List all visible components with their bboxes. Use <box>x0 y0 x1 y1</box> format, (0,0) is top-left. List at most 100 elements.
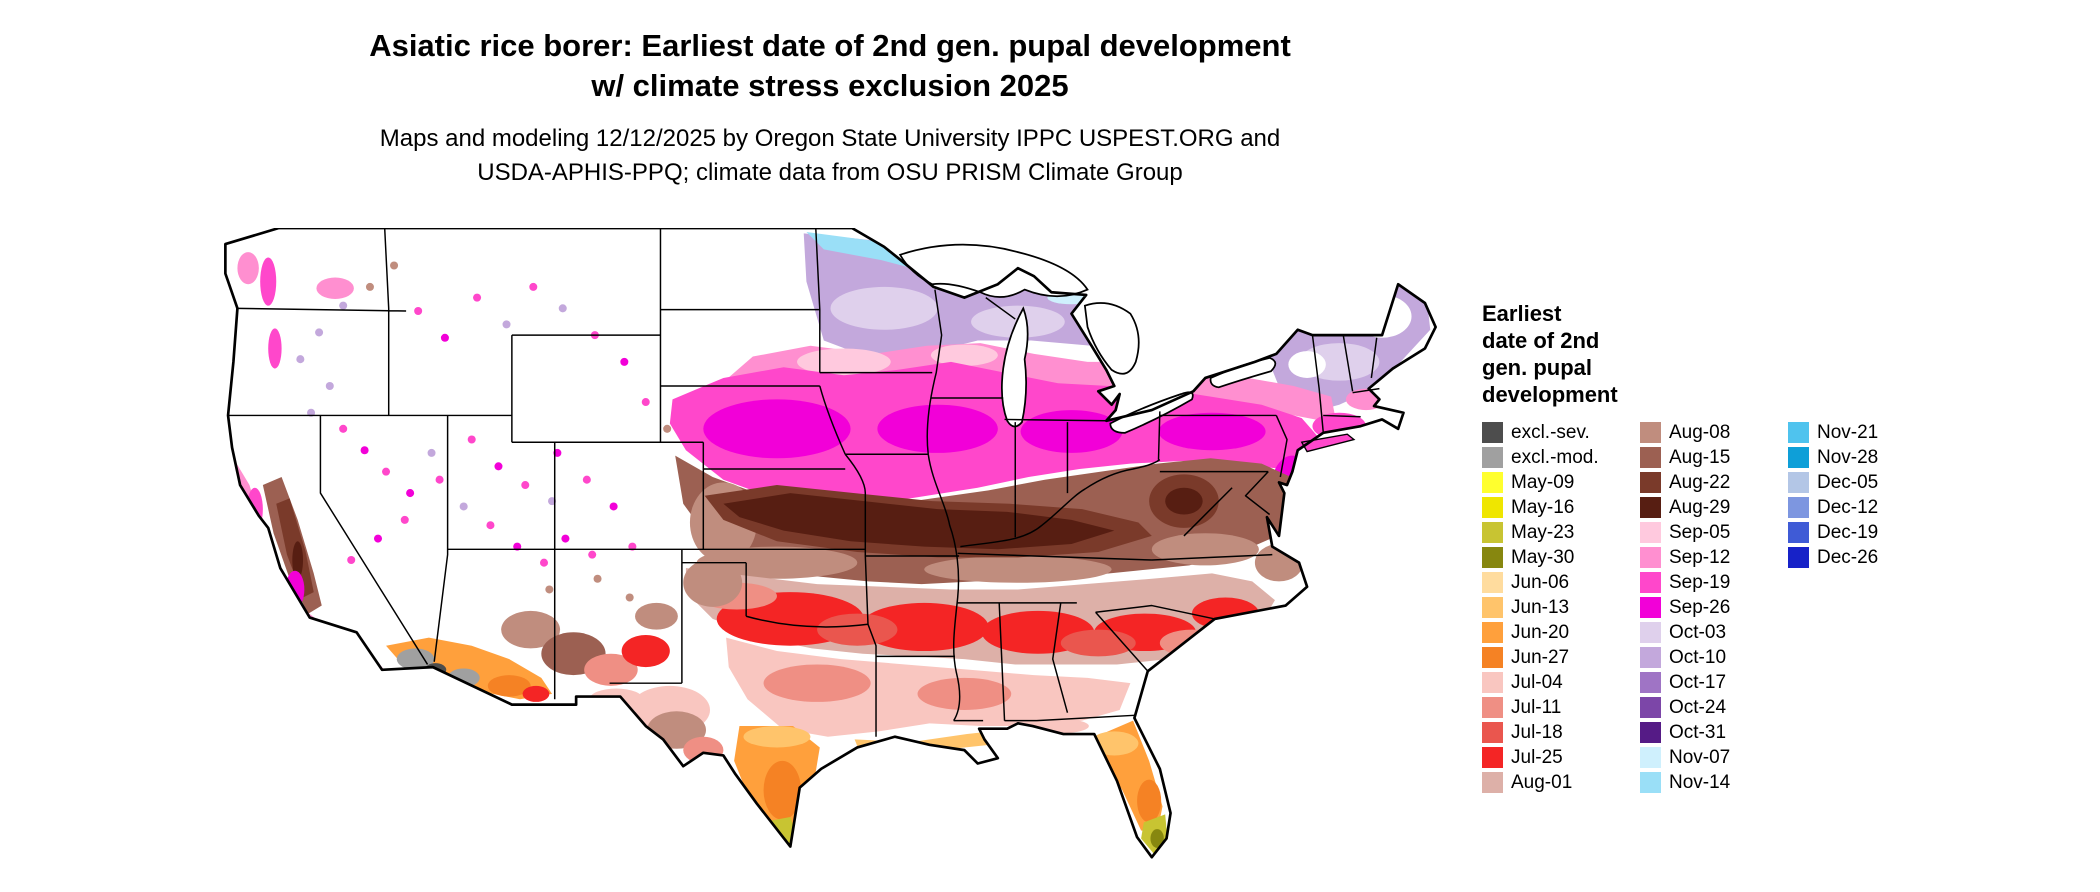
legend-swatch <box>1640 522 1661 543</box>
legend-swatch <box>1640 572 1661 593</box>
legend-entry: May-23 <box>1482 522 1640 543</box>
legend-label: May-23 <box>1511 522 1575 543</box>
legend-swatch <box>1640 672 1661 693</box>
legend-entry: Sep-05 <box>1640 522 1788 543</box>
legend-label: Sep-19 <box>1669 572 1731 593</box>
legend-label: May-30 <box>1511 547 1575 568</box>
legend-swatch <box>1482 472 1503 493</box>
legend-swatch <box>1482 522 1503 543</box>
legend-entry: Dec-05 <box>1788 472 1918 493</box>
legend-title-line: Earliest <box>1482 301 1562 326</box>
legend-label: Dec-12 <box>1817 497 1879 518</box>
legend-entry: Nov-07 <box>1640 747 1788 768</box>
map-legend: Earliest date of 2nd gen. pupal developm… <box>1482 300 2042 797</box>
legend-swatch <box>1788 422 1809 443</box>
speckle-brown <box>365 261 672 602</box>
legend-entry: Jun-27 <box>1482 647 1640 668</box>
legend-swatch <box>1482 597 1503 618</box>
legend-entry: Aug-08 <box>1640 422 1788 443</box>
legend-entry: May-16 <box>1482 497 1640 518</box>
legend-entry: Aug-01 <box>1482 772 1640 793</box>
legend-entry: Aug-29 <box>1640 497 1788 518</box>
legend-entry: Oct-10 <box>1640 647 1788 668</box>
legend-swatch <box>1640 547 1661 568</box>
map-title-line2: w/ climate stress exclusion 2025 <box>591 68 1069 103</box>
legend-swatch <box>1640 497 1661 518</box>
legend-entry: Jul-25 <box>1482 747 1640 768</box>
legend-label: Dec-05 <box>1817 472 1879 493</box>
legend-entry: excl.-sev. <box>1482 422 1640 443</box>
legend-columns: excl.-sev. excl.-mod. May-09 May-16 May-23 Ma… <box>1482 422 2042 797</box>
legend-swatch <box>1640 772 1661 793</box>
speckle-deep-magenta <box>360 333 629 551</box>
legend-swatch <box>1640 422 1661 443</box>
legend-swatch <box>1788 447 1809 468</box>
legend-label: excl.-mod. <box>1511 447 1599 468</box>
legend-entry: Nov-21 <box>1788 422 1918 443</box>
legend-entry: May-09 <box>1482 472 1640 493</box>
legend-swatch <box>1482 747 1503 768</box>
legend-label: Jun-27 <box>1511 647 1570 668</box>
legend-label: Sep-05 <box>1669 522 1731 543</box>
legend-swatch <box>1640 697 1661 718</box>
legend-entry: Jul-04 <box>1482 672 1640 693</box>
lake-huron <box>1083 302 1140 375</box>
legend-entry: Jun-06 <box>1482 572 1640 593</box>
legend-label: Nov-14 <box>1669 772 1731 793</box>
great-lakes <box>898 243 1277 434</box>
legend-entry: Aug-22 <box>1640 472 1788 493</box>
legend-column-1: excl.-sev. excl.-mod. May-09 May-16 May-23 Ma… <box>1482 422 1640 797</box>
legend-entry: Oct-24 <box>1640 697 1788 718</box>
legend-entry: Jul-11 <box>1482 697 1640 718</box>
legend-swatch <box>1788 497 1809 518</box>
legend-title-line: gen. pupal <box>1482 355 1592 380</box>
legend-entry: Jun-20 <box>1482 622 1640 643</box>
legend-entry: excl.-mod. <box>1482 447 1640 468</box>
map-title: Asiatic rice borer: Earliest date of 2nd… <box>0 26 1660 106</box>
legend-swatch <box>1482 422 1503 443</box>
legend-entry: Oct-03 <box>1640 622 1788 643</box>
legend-swatch <box>1482 547 1503 568</box>
legend-label: Nov-21 <box>1817 422 1879 443</box>
legend-entry: Dec-26 <box>1788 547 1918 568</box>
legend-entry: Nov-28 <box>1788 447 1918 468</box>
state-borders <box>228 227 1380 737</box>
legend-label: excl.-sev. <box>1511 422 1590 443</box>
legend-entry: Dec-12 <box>1788 497 1918 518</box>
legend-entry: May-30 <box>1482 547 1640 568</box>
us-choropleth-map <box>224 226 1437 859</box>
legend-label: Jul-04 <box>1511 672 1563 693</box>
legend-label: Dec-26 <box>1817 547 1879 568</box>
long-island <box>1300 433 1356 453</box>
lake-michigan <box>1001 306 1029 428</box>
legend-swatch <box>1640 722 1661 743</box>
legend-swatch <box>1482 447 1503 468</box>
legend-label: Jul-25 <box>1511 747 1563 768</box>
legend-title: Earliest date of 2nd gen. pupal developm… <box>1482 300 2042 408</box>
legend-swatch <box>1640 647 1661 668</box>
legend-swatch <box>1482 497 1503 518</box>
legend-entry: Oct-17 <box>1640 672 1788 693</box>
legend-swatch <box>1482 722 1503 743</box>
legend-column-3: Nov-21 Nov-28 Dec-05 Dec-12 Dec-19 Dec-26 <box>1788 422 1918 572</box>
legend-label: Dec-19 <box>1817 522 1879 543</box>
legend-entry: Jun-13 <box>1482 597 1640 618</box>
legend-swatch <box>1788 472 1809 493</box>
legend-swatch <box>1640 597 1661 618</box>
legend-swatch <box>1640 747 1661 768</box>
map-credits-line1: Maps and modeling 12/12/2025 by Oregon S… <box>379 125 1281 152</box>
legend-label: Oct-17 <box>1669 672 1727 693</box>
legend-label: Nov-28 <box>1817 447 1879 468</box>
legend-swatch <box>1640 622 1661 643</box>
legend-swatch <box>1788 547 1809 568</box>
legend-label: Jul-18 <box>1511 722 1563 743</box>
legend-swatch <box>1640 447 1661 468</box>
legend-entry: Jul-18 <box>1482 722 1640 743</box>
legend-swatch <box>1482 672 1503 693</box>
legend-label: Jul-11 <box>1511 697 1562 718</box>
legend-entry: Aug-15 <box>1640 447 1788 468</box>
legend-swatch <box>1482 647 1503 668</box>
legend-label: May-16 <box>1511 497 1575 518</box>
legend-label: Aug-08 <box>1669 422 1731 443</box>
